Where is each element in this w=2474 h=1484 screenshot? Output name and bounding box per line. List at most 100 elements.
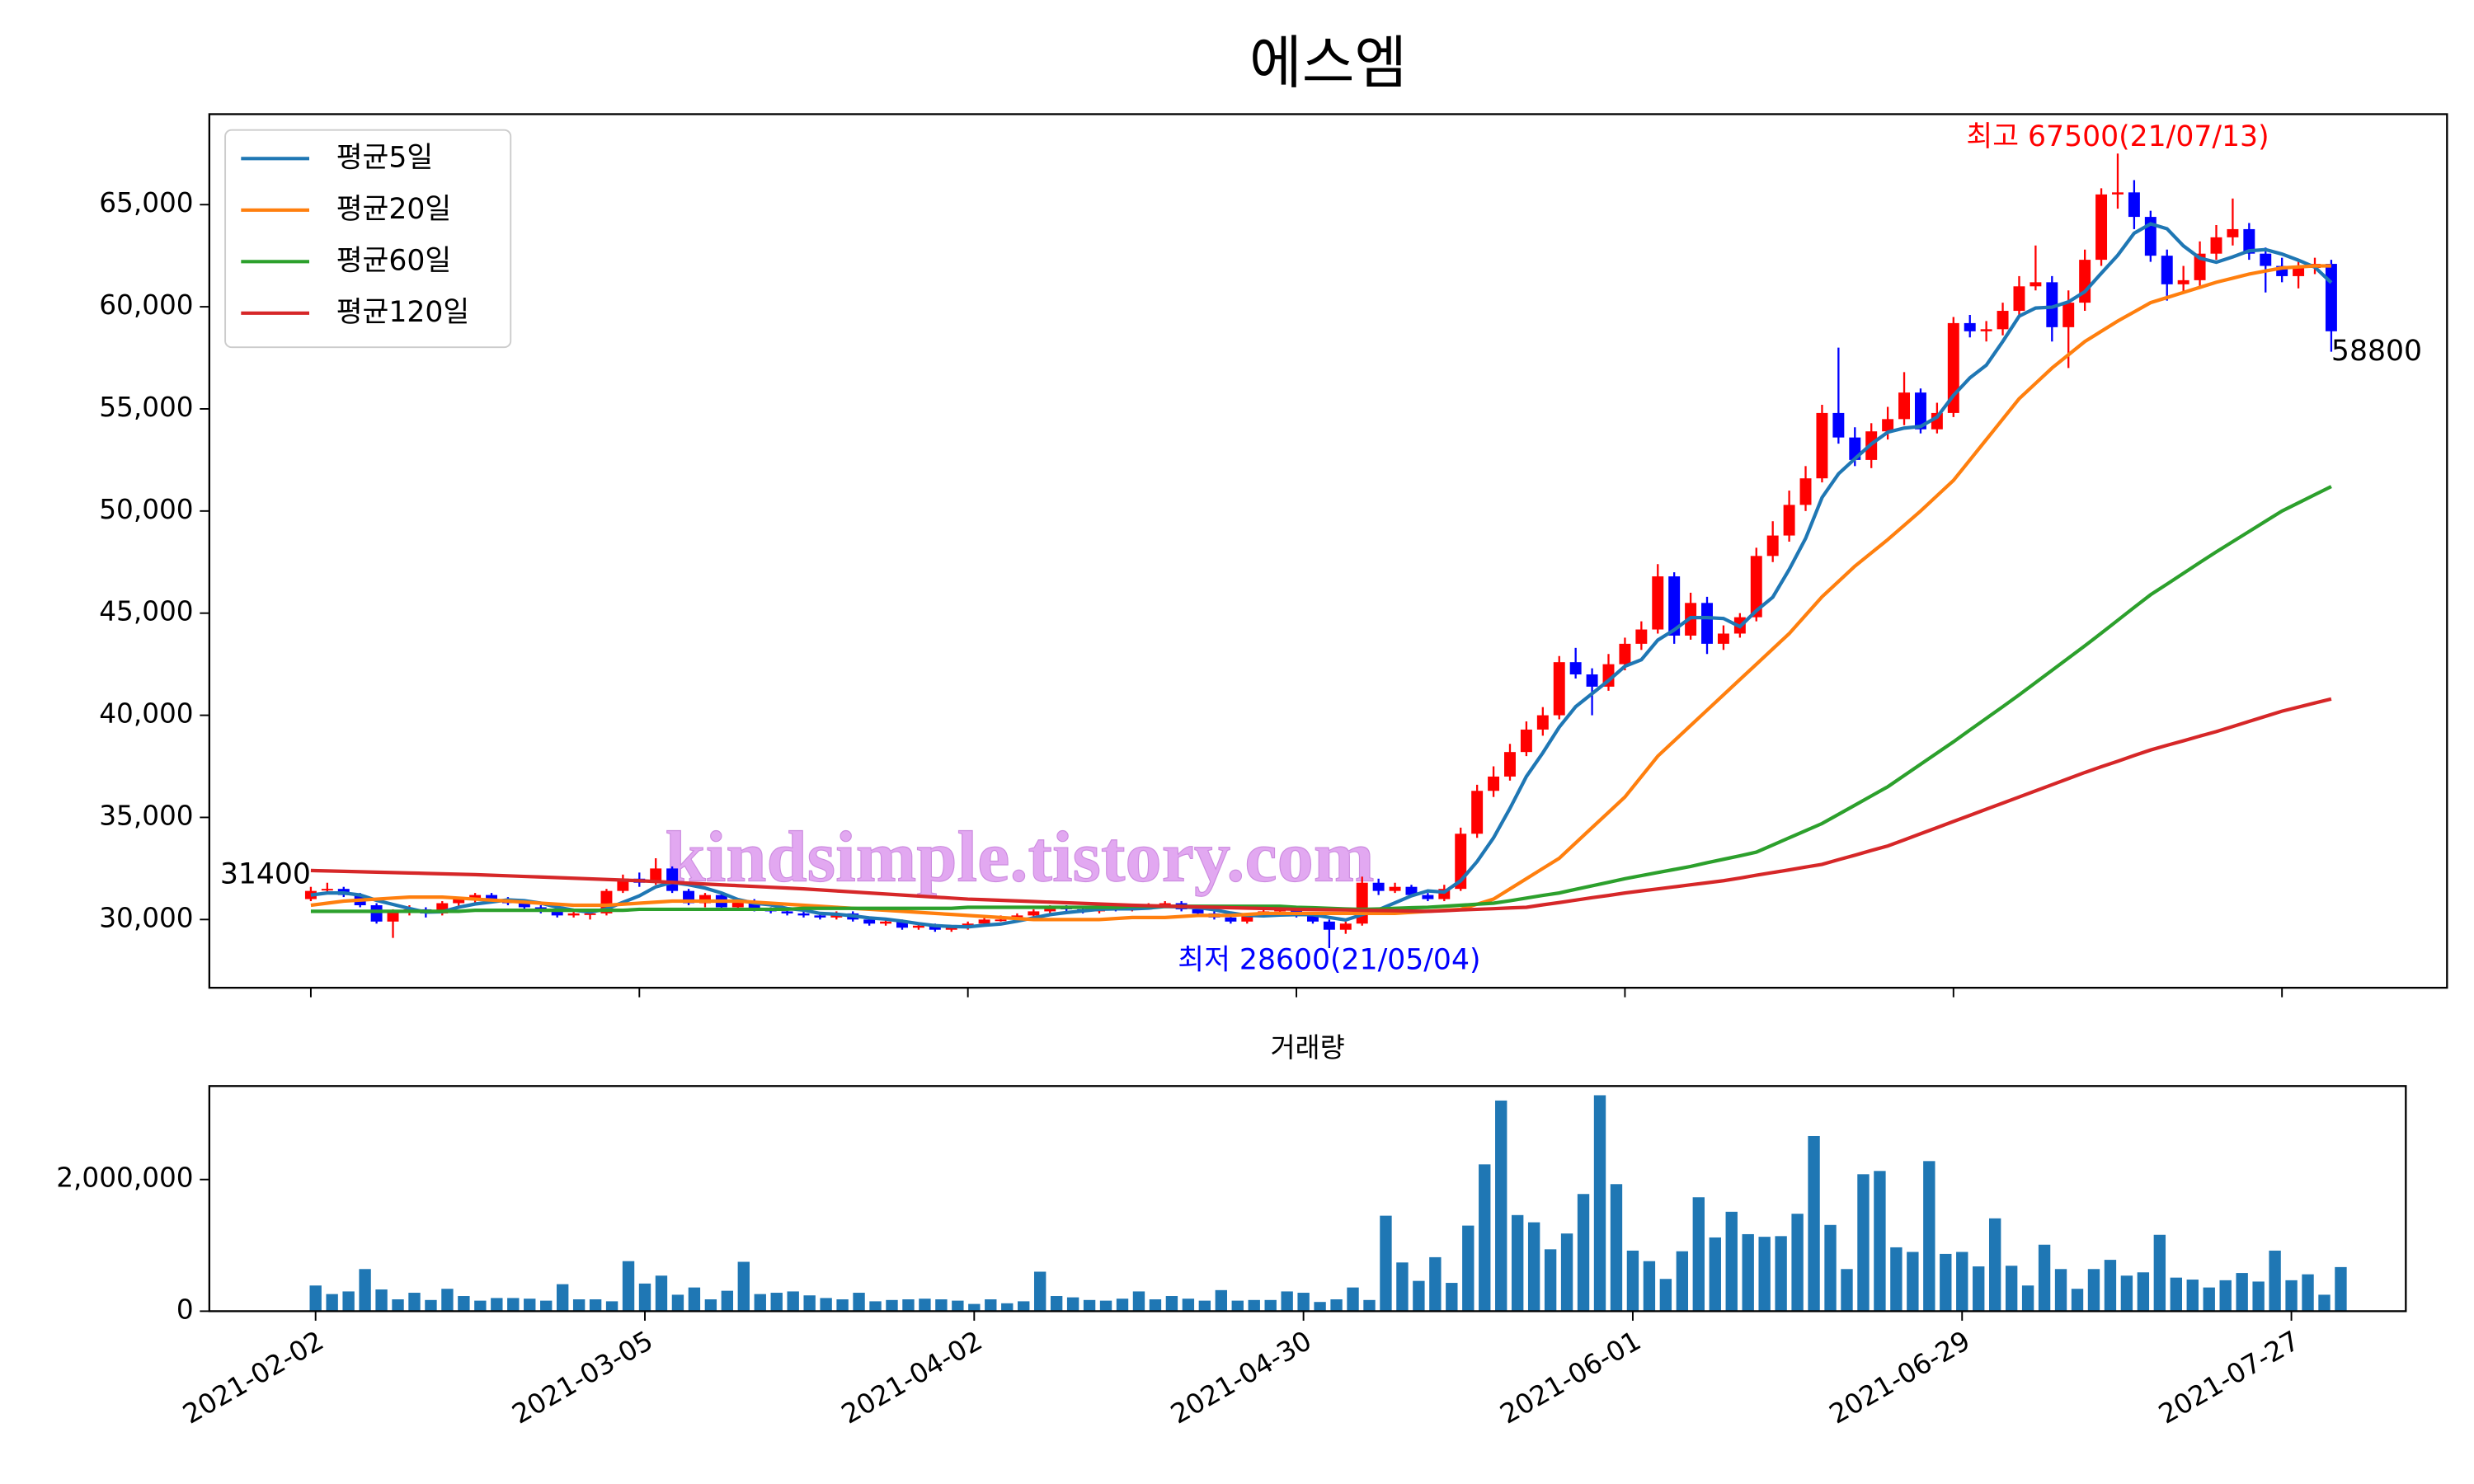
candle-body xyxy=(370,904,383,922)
volume-bar xyxy=(1890,1247,1903,1312)
candle-body xyxy=(1044,907,1056,912)
volume-bar xyxy=(2252,1281,2265,1312)
volume-bar xyxy=(671,1294,684,1312)
x-tick-label: 2021-02-02 xyxy=(177,1325,329,1430)
candle-body xyxy=(2325,264,2337,331)
volume-bar xyxy=(540,1300,553,1312)
volume-bar xyxy=(392,1299,404,1312)
volume-bar xyxy=(2071,1289,2084,1312)
volume-bar xyxy=(1808,1135,1820,1312)
volume-bar xyxy=(1314,1302,1326,1312)
candle-body xyxy=(1339,923,1352,930)
candle-body xyxy=(666,868,679,891)
candle-body xyxy=(814,915,826,918)
x-tick-label: 2021-06-29 xyxy=(1824,1325,1976,1430)
volume-bar xyxy=(1066,1297,1079,1312)
volume-bar xyxy=(1923,1161,1935,1312)
volume-bar xyxy=(787,1291,799,1312)
volume-bar xyxy=(1988,1218,2001,1312)
candle-body xyxy=(1225,917,1237,922)
candle-body xyxy=(1536,715,1549,730)
volume-bar xyxy=(1643,1261,1656,1312)
volume-bar xyxy=(1874,1171,1886,1312)
y-tick-label: 35,000 xyxy=(99,800,193,831)
annotation: 최저 28600(21/05/04) xyxy=(1178,943,1480,976)
volume-bar xyxy=(1446,1283,1458,1312)
candle-body xyxy=(929,925,941,930)
volume-bar xyxy=(1165,1296,1178,1312)
candle-body xyxy=(978,919,990,924)
volume-bar xyxy=(408,1293,421,1312)
axes-frame xyxy=(208,1085,2407,1313)
volume-bar xyxy=(2236,1273,2248,1312)
volume-bar xyxy=(919,1298,931,1312)
volume-bar xyxy=(1577,1194,1590,1312)
volume-bar xyxy=(605,1301,618,1312)
candle-body xyxy=(1488,776,1500,791)
volume-bar xyxy=(1940,1253,1952,1312)
volume-bar xyxy=(2219,1280,2232,1312)
candle-body xyxy=(880,921,892,924)
volume-bar xyxy=(2120,1275,2133,1312)
candle-body xyxy=(1306,915,1319,922)
volume-bar xyxy=(1281,1291,1293,1312)
candle-body xyxy=(863,919,876,924)
legend-label: 평균60일 xyxy=(336,244,452,277)
volume-bar xyxy=(1626,1250,1639,1312)
volume-bar xyxy=(2170,1277,2182,1312)
y-tick-label: 55,000 xyxy=(99,392,193,423)
y-tick-label: 65,000 xyxy=(99,187,193,218)
volume-bar xyxy=(1544,1249,1557,1312)
candle-body xyxy=(1619,643,1631,665)
axes-frame xyxy=(208,113,2448,989)
candle-body xyxy=(567,913,580,916)
volume-bar xyxy=(2318,1294,2331,1312)
volume-bar xyxy=(309,1285,322,1312)
volume-bar xyxy=(1001,1303,1014,1312)
candle-body xyxy=(1159,903,1171,905)
candle-body xyxy=(781,911,793,913)
candle-body xyxy=(387,911,399,922)
candle-body xyxy=(945,928,957,930)
x-tick-label: 2021-07-27 xyxy=(2153,1325,2305,1430)
volume-bar xyxy=(1380,1215,1392,1312)
candle-body xyxy=(2062,303,2075,327)
volume-bar xyxy=(474,1300,487,1312)
volume-bar xyxy=(2087,1269,2100,1312)
volume-bar xyxy=(2285,1280,2298,1312)
candle-body xyxy=(1323,921,1335,930)
candle-body xyxy=(2013,286,2025,312)
volume-bar xyxy=(688,1287,701,1312)
candle-body xyxy=(797,913,810,916)
candle-body xyxy=(486,895,498,899)
legend-label: 평균20일 xyxy=(336,193,452,226)
candle-body xyxy=(699,895,711,904)
volume-bar xyxy=(1116,1298,1129,1312)
volume-bar xyxy=(820,1298,832,1312)
volume-bar xyxy=(737,1261,750,1312)
candle-body xyxy=(2030,282,2042,287)
volume-bar xyxy=(441,1289,454,1312)
candle-body xyxy=(1832,412,1845,438)
volume-bar xyxy=(1330,1299,1343,1312)
volume-bar xyxy=(2021,1285,2034,1312)
candle-body xyxy=(2260,253,2272,266)
candle-body xyxy=(2128,192,2140,218)
ma-line xyxy=(310,697,2332,913)
volume-bar xyxy=(2186,1280,2199,1312)
candle-body xyxy=(2243,228,2255,254)
volume-bar xyxy=(869,1301,882,1312)
candle-body xyxy=(2095,194,2108,261)
volume-bar xyxy=(1248,1299,1260,1312)
candle-body xyxy=(2079,260,2091,303)
candle-body xyxy=(1799,478,1812,505)
volume-bar xyxy=(1907,1252,1919,1312)
volume-bar xyxy=(902,1299,915,1312)
volume-bar xyxy=(622,1261,635,1312)
volume-bar xyxy=(1593,1095,1606,1312)
candle-body xyxy=(1783,505,1795,536)
volume-bar xyxy=(1560,1233,1573,1312)
candle-body xyxy=(1569,662,1582,675)
